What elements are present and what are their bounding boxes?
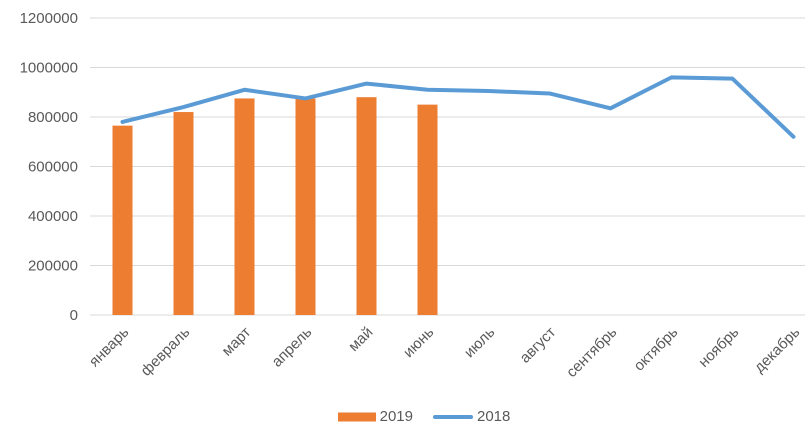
bar-2019-февраль [173, 112, 194, 315]
x-axis-tick-label: декабрь [751, 324, 804, 377]
y-axis-tick-label: 1000000 [20, 60, 78, 77]
y-axis-tick-label: 600000 [28, 159, 78, 176]
x-axis-tick-label: сентябрь [563, 324, 620, 381]
x-axis-tick-label: июнь [400, 324, 437, 361]
bar-2019-май [356, 97, 377, 315]
x-axis-tick-label: апрель [269, 324, 316, 371]
y-axis-tick-label: 1200000 [20, 10, 78, 27]
x-axis-tick-label: октябрь [631, 324, 682, 375]
line-series-marker-icon [433, 414, 473, 419]
x-axis-tick-label: январь [86, 324, 133, 371]
bar-2019-март [234, 98, 255, 315]
x-axis-tick-label: август [517, 324, 560, 367]
x-axis-tick-label: май [345, 324, 376, 355]
legend-label-2018: 2018 [477, 408, 511, 425]
y-axis-tick-label: 800000 [28, 109, 78, 126]
legend-label-2019: 2019 [379, 408, 413, 425]
y-axis-tick-label: 400000 [28, 208, 78, 225]
bar-series-marker-icon [337, 412, 376, 421]
line-2018 [120, 75, 796, 139]
legend-item-2019: 2019 [337, 408, 413, 425]
chart-plot-area: 0 200000 400000 600000 800000 1000000 1200000 я… [20, 10, 805, 381]
bar-2019-январь [112, 125, 133, 315]
y-axis-tick-label: 0 [70, 307, 78, 324]
x-axis-tick-label: июль [461, 324, 499, 362]
legend-item-2018: 2018 [433, 409, 510, 424]
x-axis-tick-label: март [219, 324, 255, 360]
y-axis-tick-label: 200000 [28, 258, 78, 275]
bar-2019-апрель [295, 98, 316, 315]
x-axis-tick-label: февраль [138, 324, 194, 380]
bar-2019-июнь [417, 104, 438, 315]
x-axis-tick-label: ноябрь [695, 324, 742, 371]
chart-legend: 2019 2018 [19, 404, 810, 429]
